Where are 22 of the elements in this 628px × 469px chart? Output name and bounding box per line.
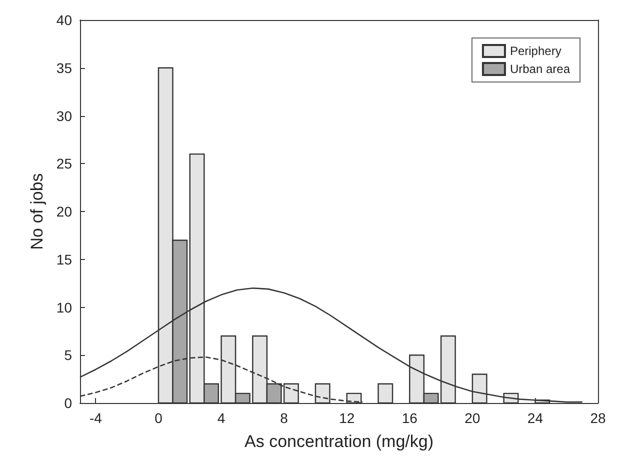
y-tick-label: 25 <box>56 156 72 172</box>
x-tick-label: 24 <box>527 410 544 426</box>
x-tick-label: -4 <box>89 410 102 426</box>
x-tick-label: 28 <box>590 410 606 426</box>
x-tick-label: 20 <box>464 410 480 426</box>
legend-label: Periphery <box>510 44 562 58</box>
legend-label: Urban area <box>510 62 570 76</box>
y-tick-label: 0 <box>64 395 72 411</box>
x-tick-label: 16 <box>402 410 418 426</box>
y-tick-label: 30 <box>56 108 72 124</box>
y-tick-label: 40 <box>56 12 72 28</box>
x-tick-label: 8 <box>280 410 288 426</box>
y-tick-label: 5 <box>64 347 72 364</box>
x-tick-label: 0 <box>154 410 163 426</box>
x-tick-label: 4 <box>217 410 226 426</box>
y-axis-title: No of jobs <box>28 173 47 250</box>
y-tick-label: 15 <box>56 251 72 268</box>
y-tick-label: 20 <box>56 204 72 220</box>
y-tick-label: 10 <box>56 299 72 316</box>
y-tick-label: 35 <box>56 60 72 76</box>
x-axis-title: As concentration (mg/kg) <box>244 432 434 451</box>
x-tick-label: 12 <box>339 410 355 426</box>
